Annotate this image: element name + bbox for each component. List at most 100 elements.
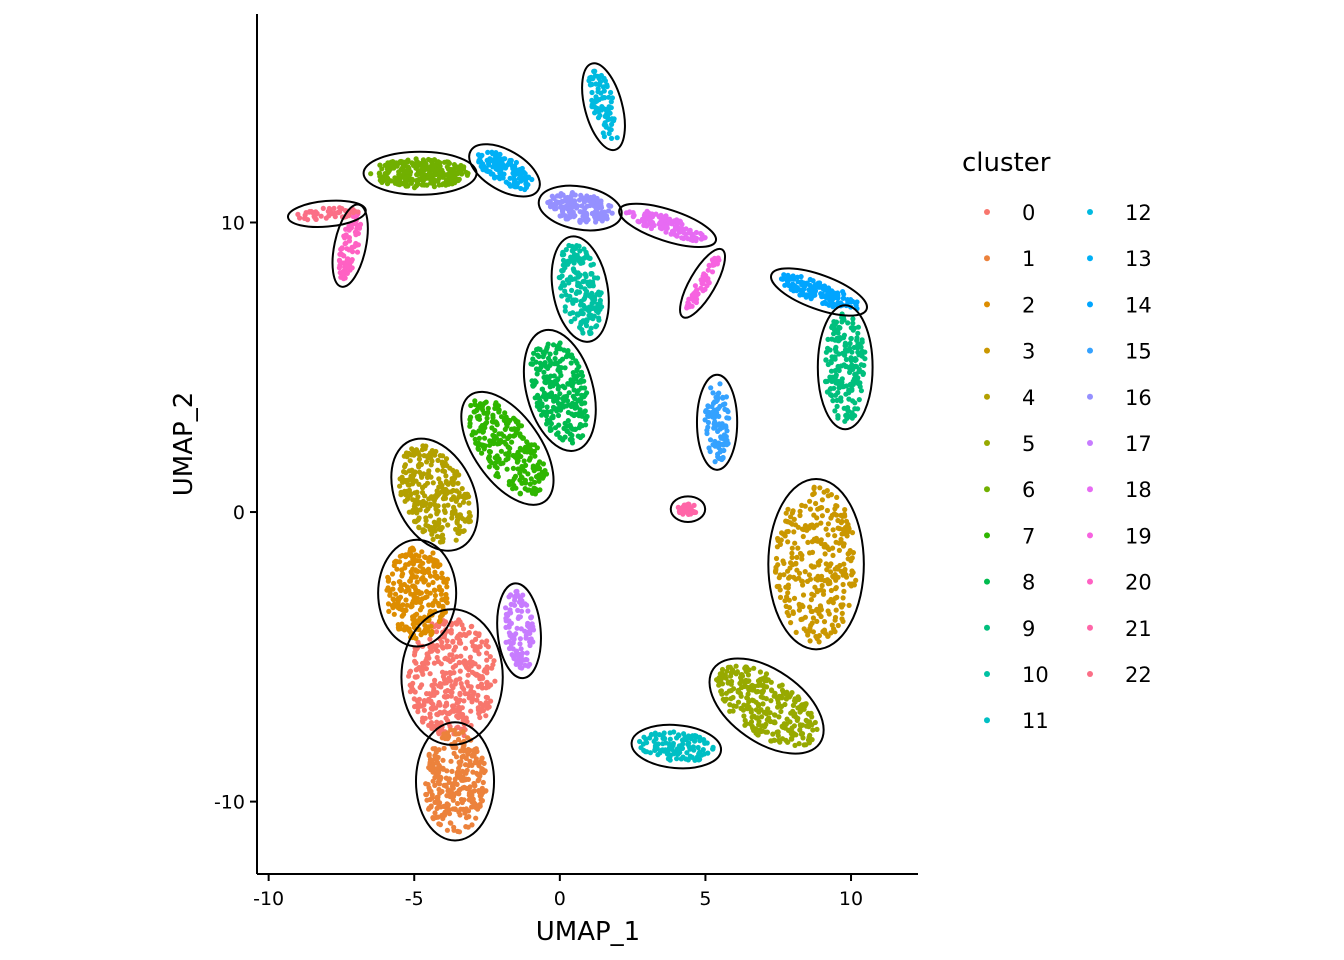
point [506,482,512,488]
point [755,688,761,695]
point [487,654,493,660]
point [473,636,479,643]
legend-label: 14 [1125,293,1152,317]
point [745,703,751,709]
point [560,209,566,215]
point [428,462,434,468]
point [770,731,776,737]
point [569,287,575,293]
point [443,782,449,788]
point [487,442,493,448]
legend-key [984,624,990,631]
legend-item-17: 17 [1087,432,1152,456]
legend-item-9: 9 [984,617,1035,641]
point [816,562,822,568]
point [463,715,469,721]
point [606,202,612,209]
point [753,730,759,736]
point [472,436,478,442]
point [716,444,722,451]
point [796,607,803,613]
point [818,577,825,583]
point [510,182,516,188]
point [591,68,597,74]
point [785,519,791,525]
point [821,300,828,306]
x-axis-title: UMAP_1 [536,917,640,947]
point [418,472,424,479]
point [436,623,442,629]
point [421,707,427,713]
point [696,757,702,763]
point [570,247,576,253]
cluster-18-points [623,208,708,244]
legend-label: 18 [1125,478,1152,502]
point [412,497,418,503]
point [440,575,446,581]
point [447,652,453,658]
point [517,641,523,647]
point [513,159,520,166]
point [543,378,549,384]
point [556,384,562,390]
point [751,665,757,671]
point [519,463,525,470]
point [431,563,437,569]
legend-key [1087,301,1093,308]
point [538,364,544,371]
point [462,645,469,651]
point [454,781,460,788]
point [723,423,729,429]
point [409,571,415,578]
point [436,517,442,523]
point [601,122,607,128]
point [594,203,600,209]
point [457,512,463,518]
point [812,719,818,726]
point [532,453,538,459]
point [548,361,554,367]
point [707,263,713,269]
point [588,294,595,301]
point [855,324,862,330]
point [443,591,449,598]
point [652,732,658,738]
point [785,506,791,512]
point [473,630,479,636]
point [503,451,509,457]
point [782,282,788,288]
point [833,373,839,379]
point [448,166,454,172]
point [332,210,338,216]
legend-label: 4 [1022,386,1035,410]
point [535,488,541,494]
point [493,473,499,479]
point [457,502,463,508]
point [427,787,433,793]
point [852,400,858,406]
point [457,668,463,674]
point [417,684,423,691]
point [484,638,490,644]
point [762,677,768,684]
point [855,380,861,386]
point [541,374,547,380]
scatter-points [295,68,868,835]
point [811,592,817,598]
legend-key [984,209,990,215]
point [437,171,443,177]
point [528,476,534,482]
point [469,669,476,676]
point [727,708,733,714]
point [794,554,800,561]
point [384,175,390,181]
point [514,648,520,654]
point [443,478,449,484]
point [507,175,513,181]
point [503,618,509,624]
legend-key [1087,209,1093,215]
point [516,656,522,662]
point [733,663,739,669]
point [464,767,470,773]
point [407,578,413,584]
